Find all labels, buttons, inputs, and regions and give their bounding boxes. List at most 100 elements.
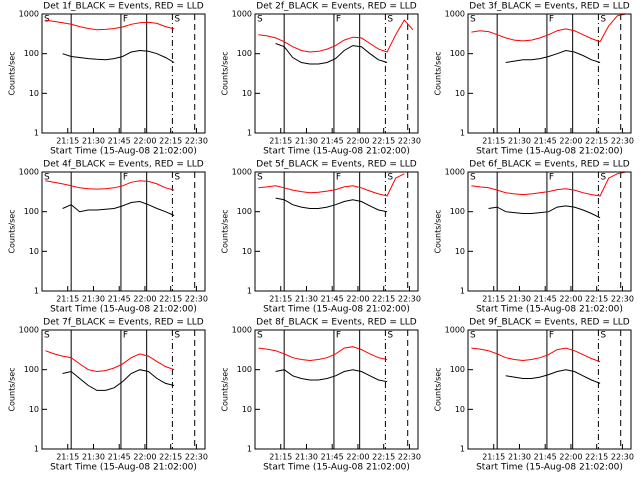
y-tick-label: 10 <box>242 405 252 414</box>
series-line <box>471 13 627 43</box>
panel-title: Det 9f_BLACK = Events, RED = LLD <box>469 318 629 328</box>
x-tick-label: 22:00 <box>346 137 369 146</box>
y-tick-label: 1 <box>460 129 465 138</box>
plot-frame <box>467 171 632 292</box>
flag-label: S <box>44 173 50 183</box>
y-tick-label: 100 <box>237 207 252 216</box>
flag-label: F <box>549 173 554 183</box>
flag-label: S <box>470 173 476 183</box>
panel-title: Det 5f_BLACK = Events, RED = LLD <box>256 160 416 170</box>
flag-label: F <box>336 173 341 183</box>
flag-label: F <box>549 331 554 341</box>
panel-title: Det 7f_BLACK = Events, RED = LLD <box>43 318 203 328</box>
x-tick-label: 22:00 <box>133 295 156 304</box>
x-tick-label: 22:30 <box>398 295 421 304</box>
y-tick-label: 100 <box>24 365 39 374</box>
x-tick-label: 22:15 <box>372 295 395 304</box>
x-tick-label: 21:30 <box>295 295 318 304</box>
x-tick-label: 21:45 <box>321 295 344 304</box>
flag-label: S <box>470 15 476 25</box>
flag-label: F <box>336 15 341 25</box>
y-tick-label: 100 <box>450 207 465 216</box>
x-tick-label: 22:00 <box>559 137 582 146</box>
x-tick-label: 21:30 <box>82 453 105 462</box>
flag-label: F <box>123 173 128 183</box>
x-tick-label: 22:00 <box>346 295 369 304</box>
x-tick-label: 22:30 <box>185 453 208 462</box>
y-tick-label: 10 <box>455 405 465 414</box>
x-tick-label: 22:15 <box>372 137 395 146</box>
x-tick-label: 22:00 <box>559 295 582 304</box>
flag-label: S <box>387 331 393 341</box>
y-tick-label: 10 <box>242 247 252 256</box>
y-tick-label: 10 <box>455 247 465 256</box>
x-tick-label: 21:15 <box>56 137 79 146</box>
flag-label: S <box>387 173 393 183</box>
x-tick-label: 21:45 <box>534 137 557 146</box>
series-line <box>45 19 175 31</box>
x-tick-label: 21:45 <box>108 453 131 462</box>
series-line <box>471 171 627 197</box>
x-tick-label: 22:15 <box>159 295 182 304</box>
y-axis-label: Counts/sec <box>434 209 443 253</box>
x-tick-label: 22:00 <box>346 453 369 462</box>
x-tick-label: 22:00 <box>133 453 156 462</box>
x-tick-label: 22:15 <box>585 453 608 462</box>
x-tick-label: 21:15 <box>56 453 79 462</box>
x-tick-label: 21:45 <box>321 137 344 146</box>
plot-frame <box>254 171 419 292</box>
y-tick-label: 100 <box>450 365 465 374</box>
flag-label: S <box>174 15 180 25</box>
x-axis-label: Start Time (15-Aug-08 21:02:00) <box>476 305 623 315</box>
panel-title: Det 4f_BLACK = Events, RED = LLD <box>43 160 203 170</box>
flag-label: S <box>257 15 263 25</box>
flag-label: F <box>549 15 554 25</box>
x-axis-label: Start Time (15-Aug-08 21:02:00) <box>50 305 197 315</box>
x-axis-label: Start Time (15-Aug-08 21:02:00) <box>263 305 410 315</box>
series-line <box>45 350 175 373</box>
y-tick-label: 10 <box>29 89 39 98</box>
series-line <box>258 19 414 53</box>
y-tick-label: 100 <box>450 49 465 58</box>
y-tick-label: 1000 <box>445 10 465 19</box>
x-tick-label: 21:30 <box>295 453 318 462</box>
y-axis-label: Counts/sec <box>434 367 443 411</box>
y-tick-label: 1 <box>247 129 252 138</box>
x-tick-label: 22:30 <box>611 453 634 462</box>
x-tick-label: 21:30 <box>508 137 531 146</box>
plot-frame <box>467 329 632 450</box>
x-axis-label: Start Time (15-Aug-08 21:02:00) <box>263 147 410 157</box>
x-axis-label: Start Time (15-Aug-08 21:02:00) <box>263 463 410 473</box>
panel-title: Det 6f_BLACK = Events, RED = LLD <box>469 160 629 170</box>
x-tick-label: 21:45 <box>534 295 557 304</box>
x-tick-label: 21:15 <box>482 295 505 304</box>
y-tick-label: 1000 <box>232 326 252 335</box>
flag-label: S <box>387 15 393 25</box>
x-tick-label: 21:30 <box>82 295 105 304</box>
plot-frame <box>254 13 419 134</box>
y-axis-label: Counts/sec <box>8 209 17 253</box>
series-line <box>275 369 388 383</box>
x-tick-label: 22:30 <box>611 295 634 304</box>
x-tick-label: 21:45 <box>321 453 344 462</box>
x-tick-label: 21:30 <box>295 137 318 146</box>
x-tick-label: 22:30 <box>398 137 421 146</box>
series-line <box>275 197 388 213</box>
y-tick-label: 1 <box>460 445 465 454</box>
x-tick-label: 22:15 <box>585 295 608 304</box>
flag-label: S <box>174 331 180 341</box>
x-tick-label: 22:15 <box>159 453 182 462</box>
x-tick-label: 22:30 <box>185 137 208 146</box>
y-tick-label: 100 <box>24 207 39 216</box>
y-axis-label: Counts/sec <box>8 51 17 95</box>
y-tick-label: 10 <box>29 405 39 414</box>
series-line <box>505 369 601 384</box>
y-tick-label: 1 <box>247 445 252 454</box>
y-tick-label: 1000 <box>232 10 252 19</box>
flag-label: S <box>600 173 606 183</box>
flag-label: S <box>44 331 50 341</box>
flag-label: S <box>257 331 263 341</box>
series-line <box>45 180 175 191</box>
y-tick-label: 10 <box>29 247 39 256</box>
x-tick-label: 21:15 <box>269 137 292 146</box>
